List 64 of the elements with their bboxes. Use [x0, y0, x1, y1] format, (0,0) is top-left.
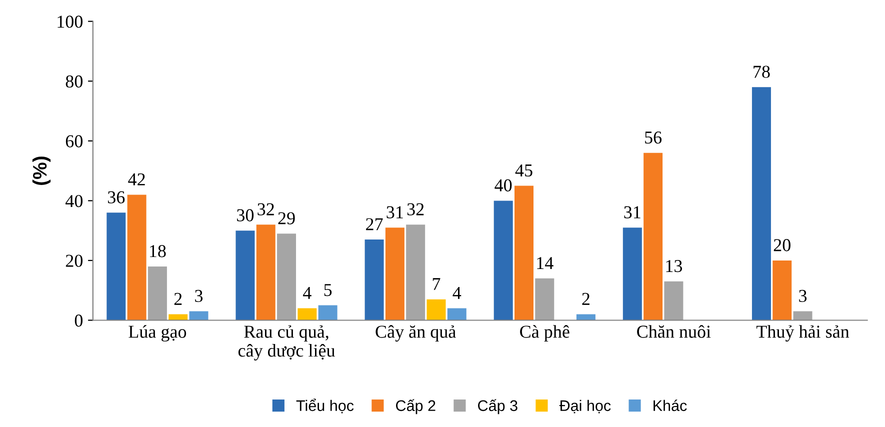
bar [664, 281, 684, 320]
x-tick-label: Cây ăn quả [376, 325, 456, 342]
data-label: 3 [195, 290, 203, 302]
y-tick-label: 0 [74, 314, 83, 327]
bar [535, 278, 554, 320]
data-label: 31 [386, 206, 403, 218]
bar [447, 308, 466, 320]
data-label: 2 [174, 292, 182, 305]
data-label: 18 [150, 245, 166, 258]
data-label: 45 [515, 164, 532, 177]
x-tick-label: Rau củ quả, cây dược liệu [238, 325, 335, 360]
data-label: 32 [258, 203, 274, 216]
bar [127, 194, 146, 320]
data-label: 31 [624, 206, 640, 218]
data-label: 32 [407, 203, 424, 216]
data-label: 13 [666, 260, 682, 272]
bar [364, 240, 384, 320]
bar [752, 87, 771, 320]
bar [514, 186, 534, 320]
data-label: 14 [537, 257, 554, 270]
data-label: 40 [494, 179, 512, 192]
bar [256, 224, 276, 320]
data-label: 78 [754, 66, 770, 78]
data-label: 4 [303, 287, 312, 299]
data-label: 30 [237, 209, 254, 222]
data-label: 3 [799, 290, 807, 302]
x-tick-label: Cà phê [520, 325, 570, 342]
data-label: 42 [128, 173, 145, 186]
bar [148, 266, 167, 320]
bar [772, 260, 792, 320]
bar [385, 228, 404, 320]
y-tick-label: 80 [66, 75, 83, 88]
y-tick-label: 60 [66, 135, 83, 148]
data-label: 56 [645, 132, 662, 144]
data-label: 2 [582, 292, 590, 305]
legend-label: Cấp 3 [478, 399, 518, 414]
bar [622, 228, 642, 320]
bar [426, 299, 446, 320]
x-tick-label: Lúa gạo [128, 325, 186, 342]
bar [644, 152, 663, 320]
x-tick-label: Thuỷ hải sản [756, 325, 850, 342]
legend-label: Tiểu học [296, 398, 354, 414]
data-label: 5 [324, 284, 332, 296]
y-tick-label: 40 [66, 194, 83, 208]
data-label: 4 [452, 287, 462, 299]
bar [236, 230, 255, 320]
data-label: 7 [432, 278, 440, 290]
data-label: 20 [774, 239, 790, 252]
y-axis-title: (%) [32, 156, 51, 185]
bar [298, 308, 317, 320]
y-tick-label: 100 [58, 16, 83, 28]
bar [318, 305, 338, 320]
bar [277, 234, 296, 320]
x-tick-label: Chăn nuôi [637, 325, 711, 338]
data-label: 27 [366, 218, 383, 230]
bar [106, 212, 126, 320]
data-label: 36 [108, 191, 125, 204]
legend-label: Khác [654, 400, 687, 412]
y-tick-label: 20 [66, 254, 83, 267]
data-label: 29 [278, 212, 295, 224]
bar [494, 200, 513, 320]
legend-label: Đại học [559, 400, 611, 414]
bar [406, 224, 426, 320]
legend-label: Cấp 2 [396, 399, 436, 414]
